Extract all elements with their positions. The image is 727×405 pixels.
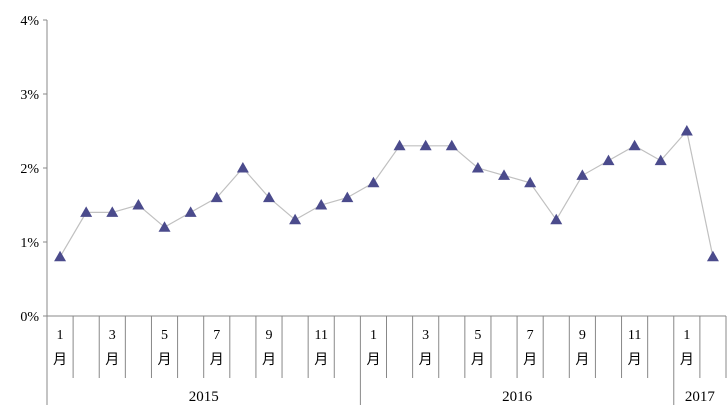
x-category-label: 月 xyxy=(314,352,328,368)
data-point-marker xyxy=(498,169,511,180)
x-category-label: 月 xyxy=(628,352,642,368)
year-label: 2017 xyxy=(685,389,716,405)
data-point-marker xyxy=(262,191,275,203)
data-point-marker xyxy=(315,199,328,210)
x-category-label: 月 xyxy=(523,352,537,368)
y-tick-label: 4% xyxy=(20,14,39,29)
year-label: 2015 xyxy=(189,389,219,405)
x-category-label: 月 xyxy=(210,352,224,368)
x-category-label: 9 xyxy=(265,328,272,343)
data-point-marker xyxy=(80,206,93,217)
x-category-label: 月 xyxy=(366,352,380,368)
data-point-marker xyxy=(602,154,615,166)
data-point-marker xyxy=(550,213,563,225)
data-point-marker xyxy=(680,125,693,136)
series-line xyxy=(59,129,714,258)
x-category-label: 5 xyxy=(161,328,168,343)
data-point-marker xyxy=(132,199,145,210)
data-point-marker xyxy=(524,176,537,188)
x-category-label: 5 xyxy=(474,328,481,343)
x-axis-categories: 1 月 3 月 5 月 7 月 9 月 11 月 1 月 3 月 5 月 7 月 9 月 11 月 1 月 xyxy=(46,316,727,378)
y-tick-label: 1% xyxy=(20,236,39,251)
x-category-label: 月 xyxy=(105,352,119,368)
x-category-label: 月 xyxy=(471,352,485,368)
x-category-label: 月 xyxy=(53,352,67,368)
x-category-label: 1 xyxy=(57,328,64,343)
data-point-marker xyxy=(471,162,484,173)
data-point-marker xyxy=(576,169,589,180)
x-category-label: 7 xyxy=(527,328,534,343)
data-point-marker xyxy=(706,250,719,262)
x-category-label: 3 xyxy=(109,328,116,343)
data-point-marker xyxy=(445,139,458,151)
x-category-label: 月 xyxy=(680,352,694,368)
y-axis-ticks: 0% 1% 2% 3% 4% xyxy=(20,14,47,325)
data-point-marker xyxy=(210,191,223,203)
x-category-label: 月 xyxy=(158,352,172,368)
data-point-marker xyxy=(184,206,197,217)
x-category-label: 7 xyxy=(213,328,220,343)
x-category-label: 9 xyxy=(579,328,586,343)
data-point-marker xyxy=(628,139,641,151)
data-point-marker xyxy=(393,139,406,151)
y-tick-label: 2% xyxy=(20,162,39,177)
data-point-marker xyxy=(106,206,119,217)
x-category-label: 月 xyxy=(419,352,433,368)
year-label: 2016 xyxy=(502,389,533,405)
series-markers xyxy=(54,125,719,262)
y-tick-label: 3% xyxy=(20,88,39,103)
data-point-marker xyxy=(341,191,354,203)
data-point-marker xyxy=(367,176,380,188)
x-category-label: 月 xyxy=(262,352,276,368)
x-category-label: 11 xyxy=(314,328,327,343)
data-point-marker xyxy=(289,213,302,225)
x-category-label: 1 xyxy=(370,328,377,343)
data-point-marker xyxy=(236,162,249,173)
data-point-marker xyxy=(654,154,667,166)
x-category-label: 月 xyxy=(575,352,589,368)
x-category-label: 3 xyxy=(422,328,429,343)
x-axis-years: 2015 2016 2017 xyxy=(189,378,716,405)
data-point-marker xyxy=(158,221,171,232)
data-point-marker xyxy=(419,139,432,151)
x-category-label: 1 xyxy=(683,328,690,343)
data-point-marker xyxy=(54,250,67,262)
x-category-label: 11 xyxy=(628,328,641,343)
y-tick-label: 0% xyxy=(20,310,39,325)
